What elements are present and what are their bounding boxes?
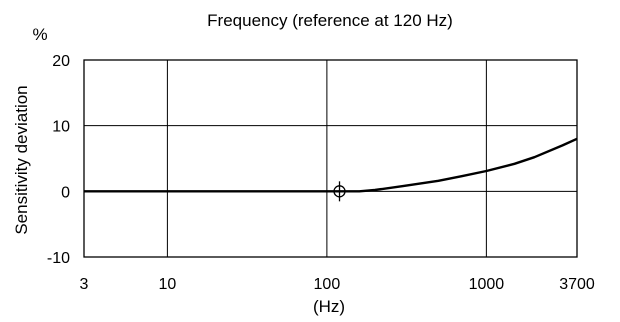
y-tick-labels: -10 0 10 20 xyxy=(47,53,70,267)
data-series xyxy=(84,137,578,193)
plot-frame xyxy=(83,59,578,258)
x-tick-label-3700: 3700 xyxy=(559,276,595,293)
grid-lines xyxy=(84,60,577,257)
chart-title: Frequency (reference at 120 Hz) xyxy=(207,11,453,30)
y-tick-label-20: 20 xyxy=(52,53,70,70)
y-tick-label--10: -10 xyxy=(47,250,70,267)
x-tick-label-10: 10 xyxy=(158,276,176,293)
y-axis-label: Sensitivity deviation xyxy=(12,85,31,234)
x-tick-labels: 3 10 100 1000 3700 xyxy=(80,276,595,293)
x-tick-label-1000: 1000 xyxy=(469,276,505,293)
y-tick-label-10: 10 xyxy=(52,119,70,136)
y-tick-label-0: 0 xyxy=(61,184,70,201)
series-line-0 xyxy=(84,137,578,193)
x-tick-label-3: 3 xyxy=(80,276,89,293)
x-axis-label: (Hz) xyxy=(313,297,345,316)
reference-marker xyxy=(331,181,348,202)
y-unit-label: % xyxy=(32,25,47,44)
x-tick-label-100: 100 xyxy=(314,276,341,293)
